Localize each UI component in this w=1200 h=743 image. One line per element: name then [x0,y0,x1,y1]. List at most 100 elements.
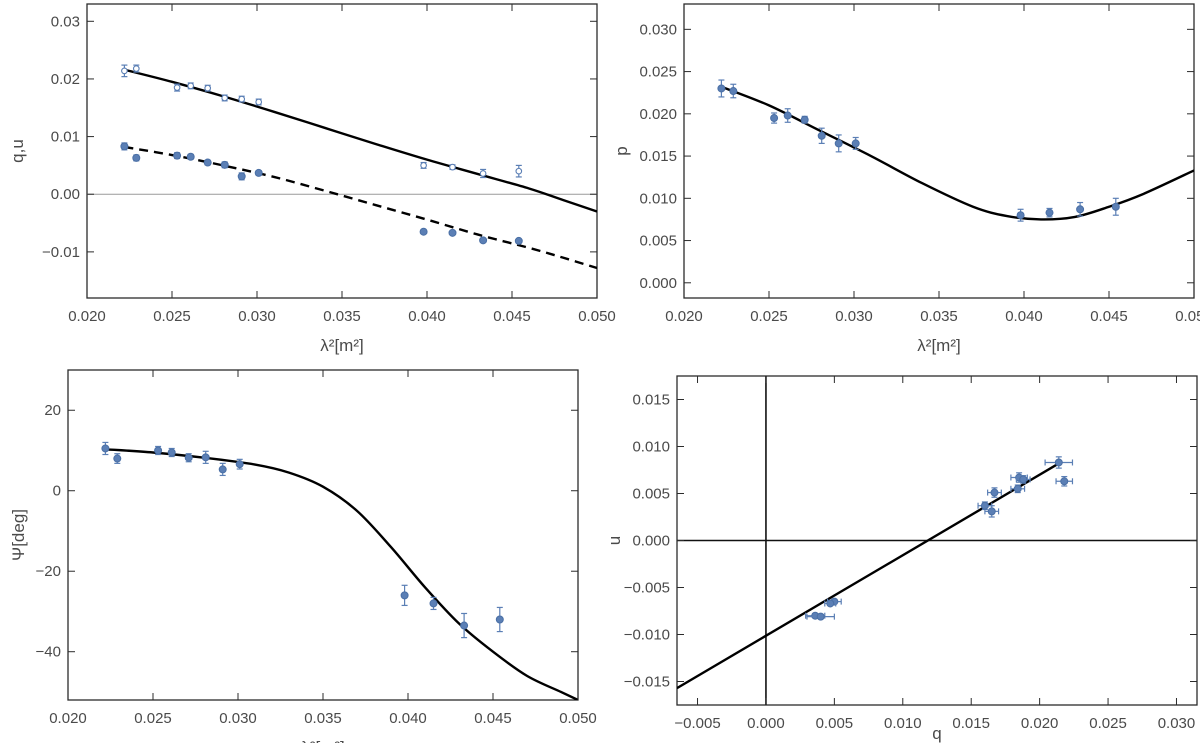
y-tick-label: 0.015 [639,148,677,165]
x-tick-label: 0.020 [49,710,87,727]
marker-filled [770,114,779,123]
data-point [1010,484,1026,494]
data-point [203,158,212,167]
data-point [495,606,504,633]
data-point [514,236,523,245]
marker-filled [201,453,210,462]
y-tick-label: −0.01 [42,244,80,261]
data-point [186,152,195,161]
data-point [851,136,860,150]
data-point [204,84,212,92]
x-tick-label: 0.020 [1021,715,1059,732]
data-point [449,163,456,171]
data-point [977,501,993,511]
marker-filled [816,612,825,621]
data-point [460,612,469,639]
y-tick-label: 0.01 [51,129,80,146]
y-tick-label: 0.010 [632,439,670,456]
data-point [1055,475,1074,487]
marker-filled [167,448,176,457]
data-point [419,227,428,236]
marker-filled [184,453,193,462]
marker-filled [990,488,999,497]
y-axis-label: Ψ[deg] [9,509,28,561]
x-tick-label: 0.025 [134,710,172,727]
model-curve [124,145,597,270]
marker-filled [113,454,122,463]
marker-filled [834,139,843,148]
y-tick-label: −0.015 [624,674,670,691]
x-tick-label: 0.035 [920,308,958,325]
x-axis-label: λ²[m²] [301,738,344,743]
marker-filled [448,228,457,237]
x-tick-label: 0.030 [238,308,276,325]
x-tick-label: −0.005 [674,715,720,732]
data-point [834,134,843,153]
x-tick-label: 0.015 [952,715,990,732]
y-tick-label: 0.030 [639,21,677,38]
x-tick-label: 0.045 [1090,308,1128,325]
data-point [154,445,163,456]
x-tick-label: 0.040 [1005,308,1043,325]
data-point [1015,475,1031,484]
y-tick-label: 0.015 [632,392,670,409]
data-point [783,108,792,123]
marker-hollow [173,84,181,91]
marker-filled [120,142,129,151]
marker-filled [495,615,504,624]
marker-filled [132,153,141,162]
data-point [479,236,488,245]
plot-frame [67,369,579,701]
marker-hollow [204,84,212,92]
data-point [101,441,110,456]
y-tick-label: −0.010 [624,627,670,644]
y-tick-label: 0.03 [51,13,80,30]
x-tick-label: 0.045 [493,308,531,325]
x-tick-label: 0.025 [153,308,191,325]
data-point [824,599,837,608]
y-tick-label: 0.02 [51,71,80,88]
data-point [235,458,244,470]
data-point [113,453,122,464]
y-axis-label: p [612,146,631,155]
marker-filled [101,444,110,453]
y-tick-label: −0.005 [624,580,670,597]
marker-filled [173,151,182,160]
data-point [987,487,1002,498]
x-tick-label: 0.035 [304,710,342,727]
plot-frame [86,3,598,299]
marker-filled [800,115,809,124]
marker-filled [851,139,860,148]
data-point [237,172,246,181]
marker-filled [1076,205,1085,214]
x-tick-label: 0.010 [884,715,922,732]
marker-filled [717,84,726,93]
x-tick-label: 0.030 [1158,715,1196,732]
model-curve [677,462,1060,690]
marker-hollow [238,95,246,103]
marker-hollow [255,98,263,106]
x-tick-label: 0.040 [389,710,427,727]
y-axis-label: u [605,536,624,545]
data-point [218,462,227,477]
panel-psi-vs-lambda2: 0.020 0.025 0.030 0.035 0.040 0.045 0.050 −40 −2… [9,369,597,743]
data-point [448,228,457,237]
marker-filled [980,501,989,510]
marker-filled [1016,211,1025,220]
y-tick-label: 0.005 [632,486,670,503]
data-point [717,79,726,98]
x-tick-label: 0.025 [1089,715,1127,732]
data-point [429,596,438,611]
marker-filled [826,599,835,608]
marker-filled [1111,202,1120,211]
x-tick-label: 0.045 [474,710,512,727]
model-curve [124,68,597,213]
model-curve [720,85,1194,221]
x-tick-label: 0.000 [747,715,785,732]
x-axis-label: q [932,724,941,743]
data-point [806,612,835,621]
data-point [167,447,176,458]
y-tick-label: −20 [36,563,61,580]
data-point [515,164,523,178]
marker-filled [1054,458,1063,467]
